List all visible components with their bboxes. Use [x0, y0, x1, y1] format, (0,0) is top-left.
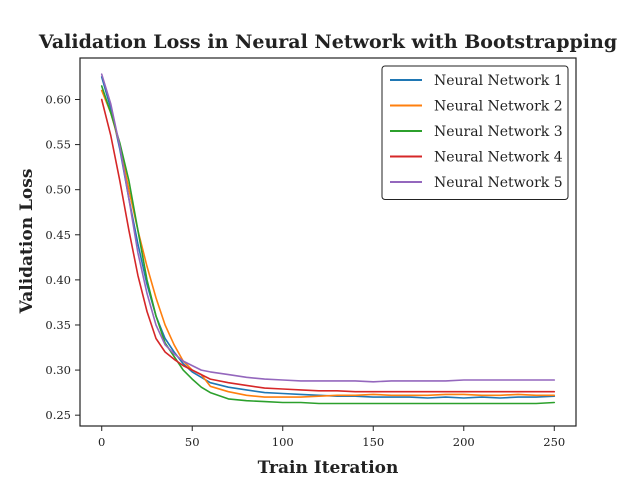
x-tick-label: 200 [453, 435, 475, 449]
series-line-3 [100, 85, 556, 405]
x-tick-label: 250 [543, 435, 565, 449]
y-tick-label: 0.25 [45, 408, 71, 422]
y-tick-label: 0.35 [45, 318, 71, 332]
axes-frame [79, 57, 577, 427]
series-line-1 [100, 76, 556, 399]
series-line-2 [100, 89, 556, 398]
x-tick-label: 0 [98, 435, 105, 449]
y-tick-label: 0.50 [45, 183, 71, 197]
legend-label-4: Neural Network 4 [434, 150, 563, 166]
legend-box [381, 65, 569, 200]
x-axis-label: Train Iteration [258, 458, 399, 478]
series-lines [100, 73, 556, 405]
legend: Neural Network 1 Neural Network 2 Neural N… [381, 65, 569, 200]
legend-label-5: Neural Network 5 [434, 175, 563, 191]
legend-label-3: Neural Network 3 [434, 124, 563, 140]
y-tick-label: 0.55 [45, 138, 71, 152]
legend-label-2: Neural Network 2 [434, 99, 563, 115]
plot-area: 0 50 100 150 200 250 0.25 0.30 0.35 0.40 0.45 0.50 0… [45, 57, 577, 449]
series-line-4 [100, 98, 556, 393]
y-axis-label: Validation Loss [17, 169, 37, 315]
chart-title: Validation Loss in Neural Network with B… [38, 31, 617, 53]
legend-label-1: Neural Network 1 [434, 73, 563, 89]
x-tick-label: 50 [185, 435, 200, 449]
y-tick-label: 0.40 [45, 273, 71, 287]
y-tick-label: 0.45 [45, 228, 71, 242]
series-line-5 [100, 73, 556, 383]
x-tick-label: 100 [272, 435, 294, 449]
x-tick-label: 150 [362, 435, 384, 449]
y-tick-label: 0.30 [45, 363, 71, 377]
y-tick-label: 0.60 [45, 92, 71, 106]
